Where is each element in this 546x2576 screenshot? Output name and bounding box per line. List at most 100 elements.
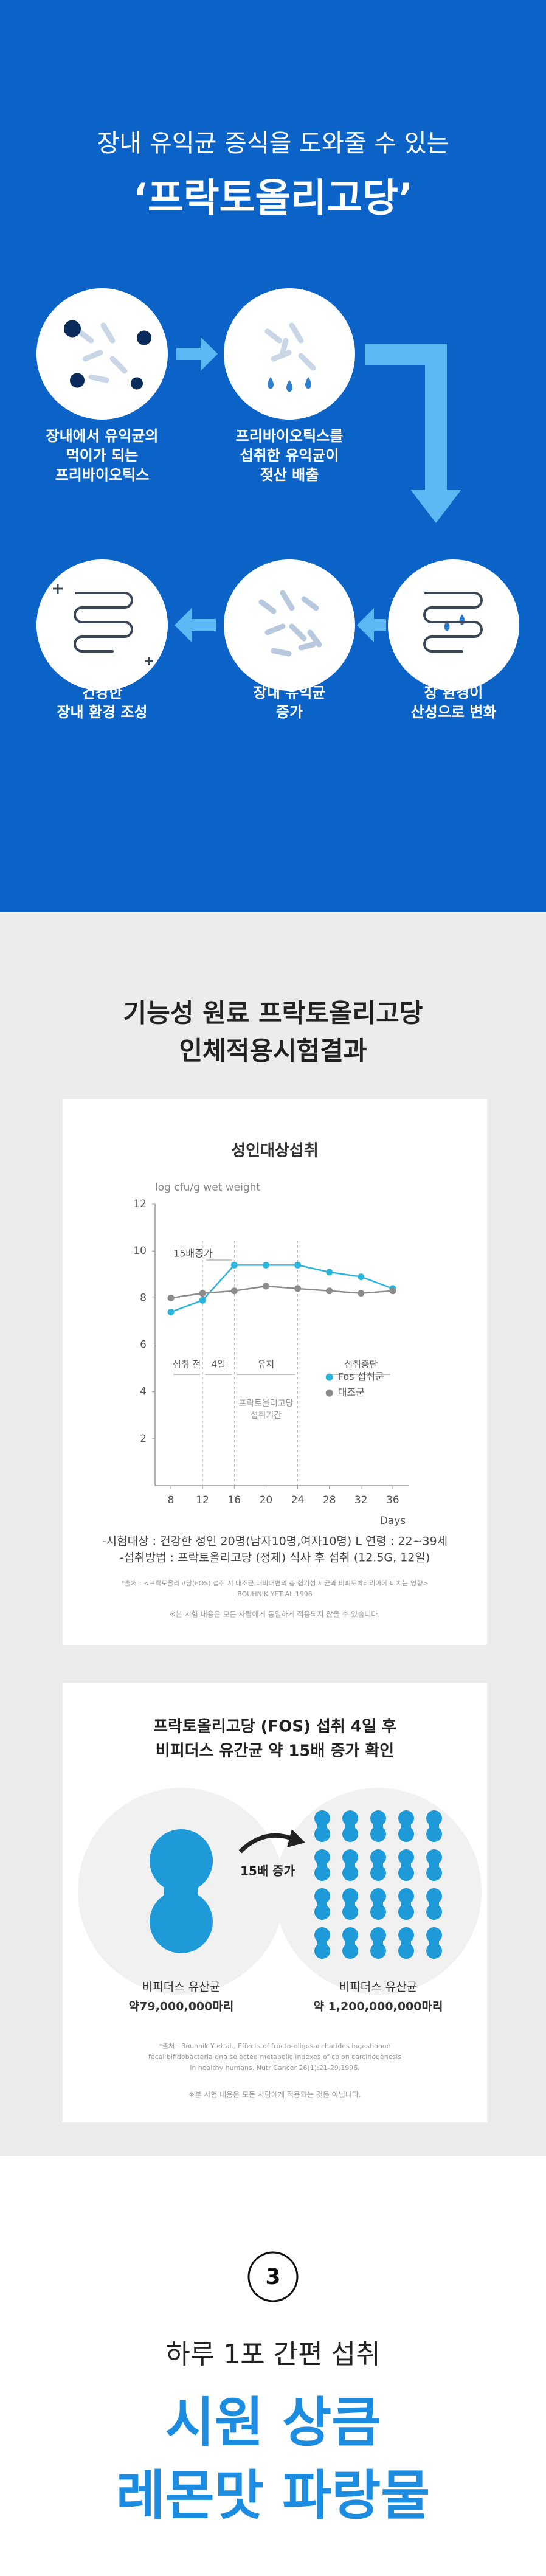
step-label: 장내에서 유익균의	[46, 428, 159, 445]
intestine-icon	[74, 592, 483, 653]
study-title: 인체적용시험결과	[179, 1036, 367, 1066]
period-label: 4일	[212, 1359, 226, 1370]
legend-label: 대조군	[338, 1387, 365, 1398]
bacteria-dot	[317, 1818, 327, 1834]
blue-section	[0, 0, 546, 912]
before-label: 약79,000,000마리	[129, 2000, 234, 2013]
study-source: BOUHNIK YET AL.1996	[237, 1590, 313, 1598]
bacteria-dot	[345, 1857, 355, 1873]
increase-annotation: 15배증가	[173, 1248, 213, 1259]
step-label: 건강한	[82, 684, 122, 701]
step-label: 장내 환경 조성	[57, 704, 147, 721]
bacteria-dot	[401, 1896, 411, 1912]
bacteria-dot	[345, 1818, 355, 1834]
x-tick-label: 28	[323, 1494, 336, 1506]
step-circle	[388, 559, 519, 691]
series-point	[358, 1273, 365, 1281]
x-tick-label: 36	[386, 1494, 399, 1506]
y-tick-label: 4	[140, 1386, 147, 1398]
bacteria-icon	[76, 322, 316, 383]
series-point	[167, 1294, 175, 1301]
bacteria-dot	[429, 1857, 439, 1873]
step-label: 장 환경이	[424, 684, 483, 701]
series-point	[294, 1285, 302, 1292]
bacteria-dot	[373, 1935, 383, 1951]
before-label: 비피더스 유산균	[142, 1981, 220, 1994]
period-label: 유지	[258, 1359, 275, 1370]
series-point	[230, 1261, 238, 1269]
bacteria-dot	[317, 1935, 327, 1951]
bacteria-dot	[373, 1818, 383, 1834]
series-point	[262, 1283, 269, 1290]
chart-title: 성인대상섭취	[231, 1142, 319, 1160]
step-label: 젖산 배출	[260, 466, 319, 483]
step-circles	[36, 288, 519, 691]
white-section	[0, 2156, 546, 2576]
x-tick-label: 20	[260, 1494, 273, 1506]
step-label: 프리바이오틱스	[55, 466, 150, 483]
x-tick-label: 8	[168, 1494, 175, 1506]
series-point	[230, 1287, 238, 1295]
bacteria-dot	[429, 1896, 439, 1912]
x-tick-label: 12	[196, 1494, 209, 1506]
y-tick-label: 8	[140, 1292, 147, 1304]
legend-label: Fos 섭취군	[338, 1371, 384, 1382]
sparkle-icon	[53, 584, 153, 665]
bacteria-dot	[401, 1857, 411, 1873]
food-icon	[64, 320, 151, 390]
step-label: 산성으로 변화	[411, 704, 497, 721]
step-label: 증가	[276, 704, 303, 721]
study-note: -섭취방법 : 프락토올리고당 (정제) 식사 후 섭취 (12.5G, 12일…	[120, 1551, 430, 1565]
legend-swatch	[325, 1373, 333, 1381]
series-point	[389, 1287, 396, 1295]
bacteria-dot	[373, 1896, 383, 1912]
bacteria-dot	[401, 1935, 411, 1951]
after-label: 비피더스 유산균	[339, 1981, 417, 1994]
step-label: 먹이가 되는	[66, 447, 139, 464]
period-label: 섭취중단	[344, 1359, 378, 1370]
intake-label: 프락토올리고당	[238, 1399, 293, 1408]
step-label: 섭취한 유익균이	[240, 447, 339, 464]
series-point	[294, 1261, 302, 1269]
increase-arrow	[238, 1833, 296, 1854]
after-label: 약 1,200,000,000마리	[314, 2000, 443, 2013]
series-line	[170, 1264, 393, 1313]
x-tick-label: 32	[354, 1494, 368, 1506]
study-note: -시험대상 : 건강한 성인 20명(남자10명,여자10명) L 연령 : 2…	[102, 1535, 448, 1548]
x-axis-label: Days	[380, 1515, 406, 1527]
step-label: 장내 유익균	[254, 684, 326, 701]
bacteria-grid	[314, 1810, 442, 1959]
result-source: *출처 : Bouhnik Y et al., Effects of fruct…	[159, 2042, 390, 2050]
drop-icon	[268, 377, 465, 631]
series-point	[358, 1290, 365, 1297]
bacteria-single	[150, 1829, 213, 1953]
series-point	[262, 1261, 269, 1269]
study-source: *출처 : <프락토올리고당(FOS) 섭취 시 대조군 대비대변의 총 혐기성…	[122, 1579, 429, 1587]
series-point	[199, 1297, 206, 1304]
increase-label: 15배 증가	[240, 1864, 295, 1878]
study-disclaimer: ※본 시험 내용은 모든 사람에게 동일하게 적용되지 않을 수 있습니다.	[170, 1610, 380, 1619]
study-title: 기능성 원료 프락토올리고당	[123, 999, 423, 1028]
y-tick-label: 12	[133, 1198, 147, 1210]
result-title: 비피더스 유간균 약 15배 증가 확인	[156, 1742, 394, 1761]
feature-headline: 레몬맛 파랑물	[116, 2464, 430, 2527]
series-line	[170, 1285, 393, 1299]
y-tick-label: 10	[133, 1245, 147, 1257]
feature-headline: 시원 상큼	[165, 2391, 381, 2454]
step-label: 프리바이오틱스를	[236, 428, 344, 445]
step-labels: 장내에서 유익균의 먹이가 되는 프리바이오틱스 프리바이오틱스를 섭취한 유익…	[46, 428, 497, 721]
bacteria-dot	[429, 1935, 439, 1951]
feature-badge	[247, 2251, 299, 2302]
intro-title: 장내 유익균 증식을 도와줄 수 있는	[97, 130, 449, 158]
bacteria-dot	[317, 1857, 327, 1873]
chart-card	[63, 1099, 487, 1645]
y-tick-label: 2	[140, 1433, 147, 1445]
bacteria-dot	[317, 1896, 327, 1912]
intro-headline: ‘프락토올리고당’	[133, 176, 413, 221]
intake-label: 섭취기간	[251, 1411, 282, 1421]
bacteria-many-icon	[258, 590, 322, 657]
series-point	[326, 1287, 333, 1295]
